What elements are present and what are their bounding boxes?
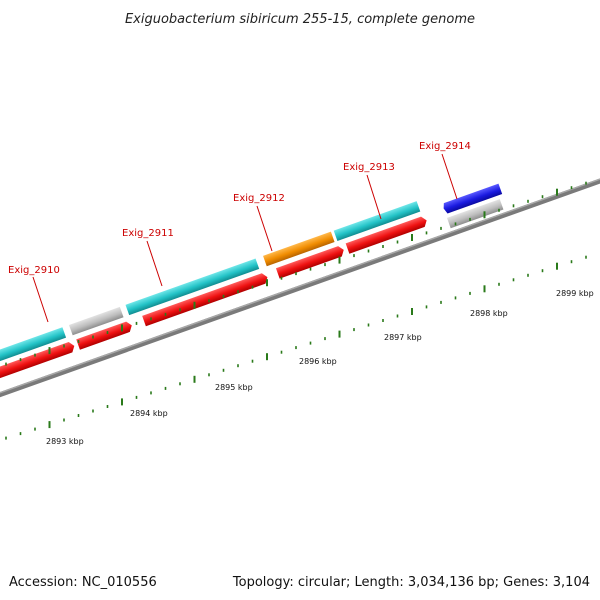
scale-ticks <box>5 181 587 440</box>
cds-reverse[interactable] <box>76 320 133 350</box>
scale-label: 2899 kbp <box>556 289 594 298</box>
backbone <box>0 132 600 440</box>
genome-summary-text: Topology: circular; Length: 3,034,136 bp… <box>232 575 590 590</box>
gene-feature[interactable] <box>68 306 124 336</box>
scale-label: 2896 kbp <box>299 357 337 366</box>
scale-label: 2897 kbp <box>384 333 422 342</box>
map-title: Exiguobacterium sibiricum 255-15, comple… <box>125 12 475 27</box>
rna-feature[interactable] <box>263 231 335 267</box>
scale-label: 2895 kbp <box>215 383 253 392</box>
gene-label[interactable]: Exig_2912 <box>233 193 285 204</box>
cds-reverse[interactable] <box>0 341 76 423</box>
cds-reverse[interactable] <box>142 272 269 327</box>
gene-label[interactable]: Exig_2913 <box>343 162 395 173</box>
gene-label[interactable]: Exig_2910 <box>8 265 60 276</box>
gene-label[interactable]: Exig_2914 <box>419 141 471 152</box>
cds-forward[interactable] <box>333 201 421 242</box>
scale-label: 2894 kbp <box>130 409 168 418</box>
scale-label: 2893 kbp <box>46 437 84 446</box>
gene-feature[interactable] <box>446 199 504 229</box>
accession-text: Accession: NC_010556 <box>9 575 157 590</box>
cds-forward[interactable] <box>0 327 67 409</box>
other-feature[interactable] <box>442 183 503 214</box>
gene-labels: Exig_2910 Exig_2911 Exig_2912 Exig_2913 … <box>8 141 471 276</box>
label-leaders <box>32 153 458 323</box>
feature-track <box>0 183 504 423</box>
cds-reverse[interactable] <box>275 245 346 279</box>
scale-labels: 2893 kbp 2894 kbp 2895 kbp 2896 kbp 2897… <box>46 289 594 446</box>
cds-reverse[interactable] <box>345 215 429 254</box>
cds-forward[interactable] <box>125 258 260 316</box>
gene-label[interactable]: Exig_2911 <box>122 228 174 239</box>
scale-label: 2898 kbp <box>470 309 508 318</box>
